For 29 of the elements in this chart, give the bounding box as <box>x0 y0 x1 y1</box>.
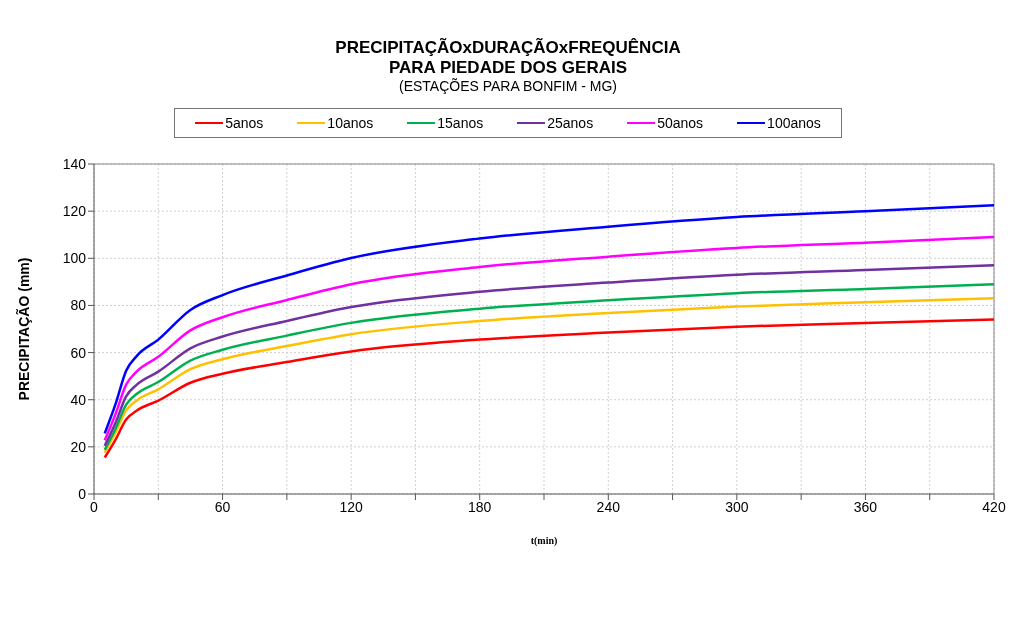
legend-label: 5anos <box>224 115 264 131</box>
y-tick-label: 140 <box>62 155 87 172</box>
legend-label: 100anos <box>766 115 821 131</box>
y-tick-label: 60 <box>70 344 87 361</box>
x-tick-label: 300 <box>725 498 749 515</box>
y-tick-label: 120 <box>62 203 87 220</box>
line-series <box>103 235 994 442</box>
chart-subtitle: (ESTAÇÕES PARA BONFIM - MG) <box>397 78 619 94</box>
y-tick-label: 20 <box>70 438 87 455</box>
x-tick-label: 120 <box>339 498 364 515</box>
legend-label: 50anos <box>656 115 704 131</box>
legend-label: 10anos <box>326 115 374 131</box>
legend-label: 25anos <box>546 115 594 131</box>
x-tick-label: 60 <box>214 498 231 515</box>
chart-title: PRECIPITAÇÃOxDURAÇÃOxFREQUÊNCIA PARA PIEDADE DOS GERAIS <box>334 38 682 78</box>
line-series <box>103 204 994 435</box>
x-tick-label: 360 <box>853 498 878 515</box>
y-tick-label: 40 <box>70 391 87 408</box>
y-tick-label: 100 <box>62 250 87 267</box>
x-tick-label: 0 <box>90 498 99 515</box>
x-tick-label: 420 <box>982 498 1006 515</box>
y-tick-label: 80 <box>70 297 87 314</box>
legend-label: 15anos <box>436 115 484 131</box>
y-axis-title: PRECIPITAÇÃO (mm) <box>14 257 32 401</box>
x-tick-label: 240 <box>596 498 621 515</box>
x-tick-label: 180 <box>468 498 492 515</box>
x-axis-title: t(min) <box>530 535 558 547</box>
y-tick-label: 0 <box>78 485 87 502</box>
line-series <box>103 318 994 459</box>
